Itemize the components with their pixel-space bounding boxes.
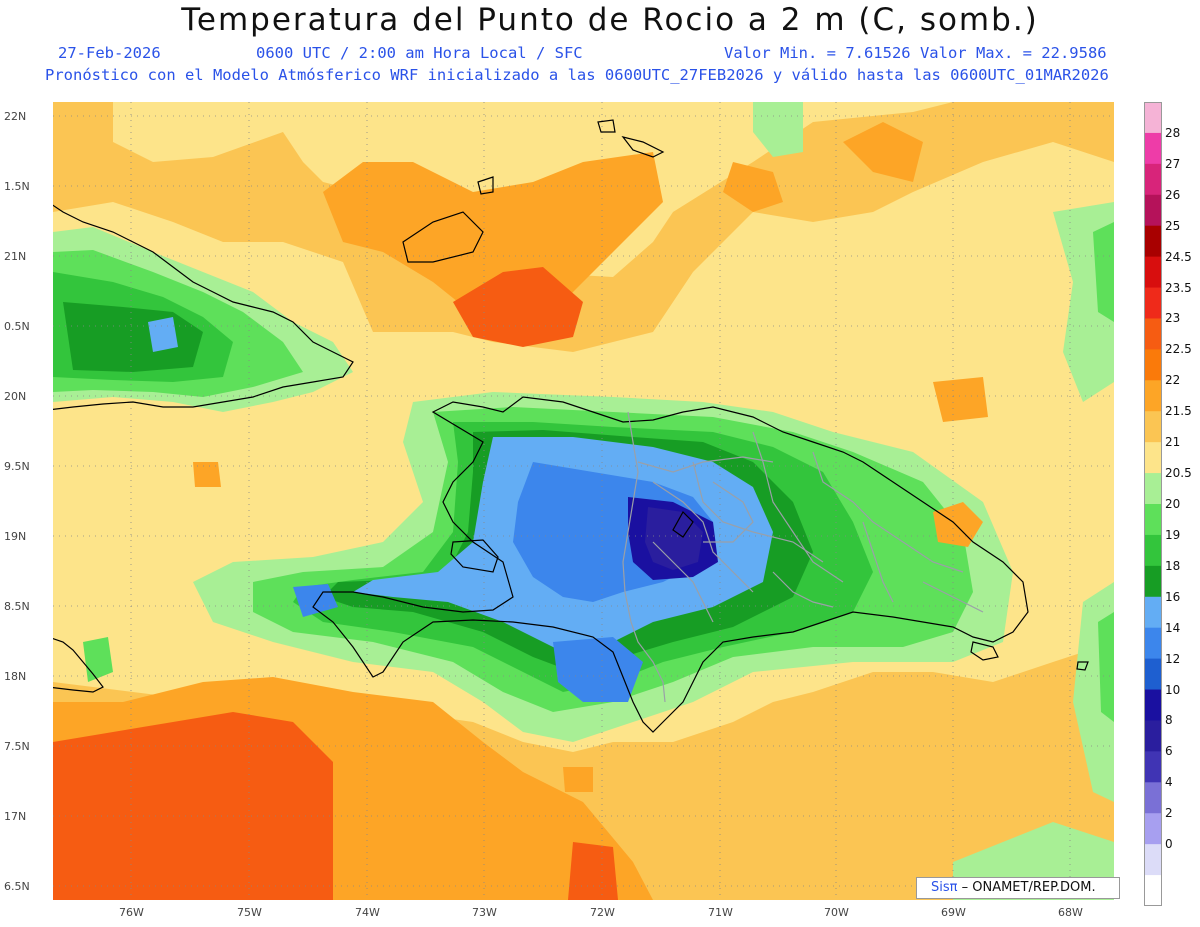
lon-label: 69W (941, 906, 966, 919)
lat-label: 6.5N (4, 880, 30, 893)
color-scale-label: 16 (1165, 589, 1181, 604)
credit-text: – ONAMET/REP.DOM. (957, 880, 1096, 895)
lon-label: 68W (1058, 906, 1083, 919)
model-info: Pronóstico con el Modelo Atmósferico WRF… (45, 66, 1109, 84)
color-swatch (1144, 813, 1162, 845)
color-swatch (1144, 380, 1162, 412)
lon-label: 71W (708, 906, 733, 919)
color-swatch (1144, 844, 1162, 876)
color-swatch (1144, 194, 1162, 227)
color-scale-label: 10 (1165, 682, 1181, 697)
color-scale-label: 18 (1165, 558, 1181, 573)
color-swatch (1144, 411, 1162, 443)
color-scale-label: 2 (1165, 806, 1173, 821)
color-swatch (1144, 442, 1162, 474)
color-scale-label: 19 (1165, 527, 1181, 542)
lon-label: 76W (119, 906, 144, 919)
color-scale-label: 8 (1165, 713, 1173, 728)
min-max-values: Valor Min. = 7.61526 Valor Max. = 22.958… (724, 44, 1107, 62)
color-swatch (1144, 504, 1162, 536)
color-scale-label: 28 (1165, 125, 1181, 140)
color-swatch (1144, 720, 1162, 752)
credit-logo-text: Sisπ (931, 880, 958, 895)
lat-label: 8.5N (4, 600, 30, 613)
color-scale-label: 14 (1165, 620, 1181, 635)
color-scale-label: 26 (1165, 187, 1181, 202)
color-scale-label: 12 (1165, 651, 1181, 666)
map-title: Temperatura del Punto de Rocio a 2 m (C,… (181, 2, 1039, 38)
lon-label: 74W (355, 906, 380, 919)
lon-label: 73W (472, 906, 497, 919)
lon-label: 75W (237, 906, 262, 919)
color-swatch (1144, 751, 1162, 783)
color-swatch (1144, 225, 1162, 258)
color-swatch (1144, 102, 1162, 134)
color-swatch (1144, 875, 1162, 906)
color-scale-label: 0 (1165, 837, 1173, 852)
coastlines (53, 119, 1089, 733)
color-swatch (1144, 318, 1162, 350)
color-swatch (1144, 782, 1162, 814)
color-scale-label: 21.5 (1165, 404, 1192, 419)
lat-label: 20N (4, 390, 27, 403)
color-scale-label: 4 (1165, 775, 1173, 790)
color-swatch (1144, 534, 1162, 567)
lat-label: 0.5N (4, 320, 30, 333)
color-swatch (1144, 349, 1162, 381)
credit-box: Sisπ – ONAMET/REP.DOM. (916, 877, 1120, 899)
lat-label: 7.5N (4, 740, 30, 753)
color-swatch (1144, 658, 1162, 691)
color-scale-border (1144, 102, 1162, 906)
color-scale-label: 27 (1165, 156, 1181, 171)
color-scale-bar (1144, 102, 1162, 906)
color-swatch (1144, 689, 1162, 721)
color-scale-label: 22.5 (1165, 342, 1192, 357)
color-swatch (1144, 473, 1162, 505)
color-scale-label: 20 (1165, 497, 1181, 511)
forecast-time: 0600 UTC / 2:00 am Hora Local / SFC (256, 44, 583, 62)
color-scale-label: 23 (1165, 311, 1181, 326)
lat-label: 9.5N (4, 460, 30, 473)
color-swatch (1144, 596, 1162, 629)
forecast-date: 27-Feb-2026 (58, 44, 161, 62)
graticule (53, 102, 1114, 900)
dewpoint-field (53, 102, 1114, 900)
color-swatch (1144, 565, 1162, 598)
color-swatch (1144, 256, 1162, 289)
lat-label: 21N (4, 250, 27, 263)
lat-label: 17N (4, 810, 27, 823)
color-swatch (1144, 627, 1162, 660)
color-scale-label: 23.5 (1165, 280, 1192, 295)
color-scale-label: 20.5 (1165, 466, 1192, 481)
color-scale-label: 6 (1165, 744, 1173, 759)
color-scale-label: 21 (1165, 435, 1181, 450)
lon-label: 72W (590, 906, 615, 919)
color-scale-label: 24.5 (1165, 249, 1192, 264)
lat-label: 22N (4, 110, 27, 123)
color-swatch (1144, 132, 1162, 165)
dewpoint-map (53, 102, 1114, 900)
lat-label: 19N (4, 530, 27, 543)
color-swatch (1144, 163, 1162, 196)
lat-label: 1.5N (4, 180, 30, 193)
lat-label: 18N (4, 670, 27, 683)
border-lines (622, 411, 984, 703)
color-scale-label: 22 (1165, 373, 1181, 388)
color-swatch (1144, 287, 1162, 319)
lon-label: 70W (824, 906, 849, 919)
color-scale-label: 25 (1165, 218, 1181, 233)
